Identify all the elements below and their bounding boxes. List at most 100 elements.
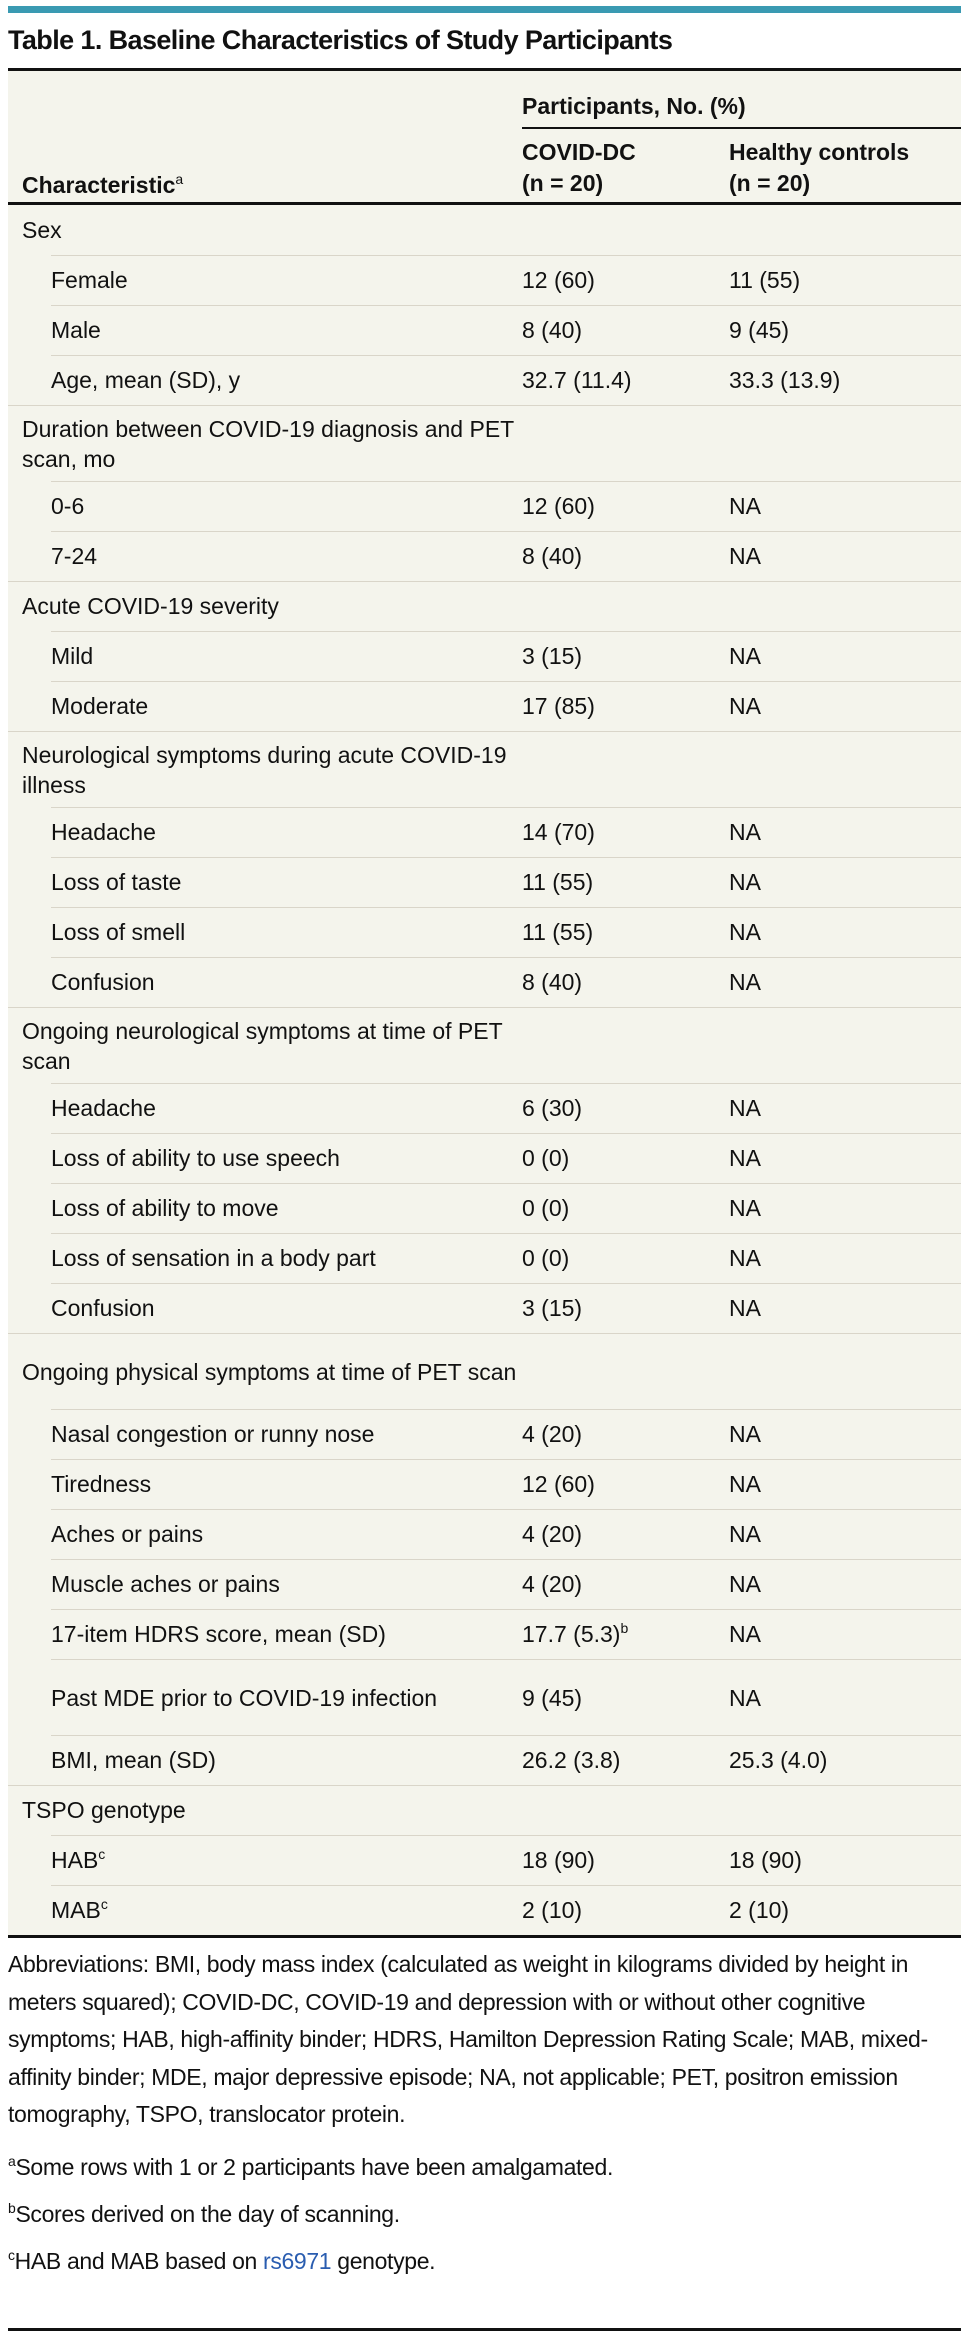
row-label-text: Confusion [51, 969, 155, 995]
row-label-text: Past MDE prior to COVID-19 infection [51, 1684, 438, 1711]
group-row: Ongoing neurological symptoms at time of… [8, 1007, 961, 1083]
row-label: Moderate [51, 693, 522, 720]
healthy-value: NA [729, 543, 761, 569]
row-label-text: MAB [51, 1897, 101, 1923]
footnote-text: Some rows with 1 or 2 participants have … [15, 2153, 613, 2180]
covid-value: 26.2 (3.8) [522, 1747, 729, 1774]
row-label: Aches or pains [51, 1521, 522, 1548]
covid-value-text: 0 (0) [522, 1195, 570, 1221]
footnote-ref: c [98, 1846, 106, 1862]
row-label-text: Male [51, 317, 101, 343]
baseline-table: Participants, No. (%) COVID-DC (n = 20) … [8, 68, 961, 1938]
healthy-value: NA [729, 969, 761, 995]
group-label: TSPO genotype [22, 1797, 186, 1823]
covid-value-text: 12 (60) [522, 1471, 595, 1497]
col-header-covid-name: COVID-DC [522, 139, 636, 165]
col-header-healthy-n: (n = 20) [729, 170, 811, 196]
row-label: HABc [51, 1847, 522, 1874]
covid-value-text: 4 (20) [522, 1521, 583, 1547]
row-label: Muscle aches or pains [51, 1571, 522, 1598]
row-label-text: Moderate [51, 693, 149, 719]
row-label: BMI, mean (SD) [51, 1747, 522, 1774]
covid-value-text: 12 (60) [522, 493, 595, 519]
group-row: Duration between COVID-19 diagnosis and … [8, 405, 961, 481]
covid-value: 12 (60) [522, 1471, 729, 1498]
covid-value: 8 (40) [522, 969, 729, 996]
table-row: Loss of ability to use speech 0 (0) NA [51, 1133, 961, 1183]
table-row: Age, mean (SD), y 32.7 (11.4) 33.3 (13.9) [51, 355, 961, 405]
row-label-text: HAB [51, 1847, 99, 1873]
covid-value: 0 (0) [522, 1245, 729, 1272]
healthy-value: 11 (55) [729, 267, 801, 293]
table-row: Mild 3 (15) NA [51, 631, 961, 681]
row-label-text: Age, mean (SD), y [51, 367, 241, 393]
healthy-value: NA [729, 643, 761, 669]
col-header-healthy: Healthy controls (n = 20) [729, 137, 909, 199]
row-label-text: Loss of ability to move [51, 1195, 279, 1221]
accent-bar [8, 6, 961, 13]
row-label-text: Loss of sensation in a body part [51, 1245, 376, 1271]
healthy-value: NA [729, 1421, 761, 1447]
covid-value-text: 3 (15) [522, 1295, 583, 1321]
table-row: Female 12 (60) 11 (55) [51, 255, 961, 305]
table-row: HABc 18 (90) 18 (90) [51, 1835, 961, 1885]
covid-value: 4 (20) [522, 1571, 729, 1598]
healthy-value: NA [729, 919, 761, 945]
covid-value-text: 8 (40) [522, 969, 583, 995]
covid-value-text: 32.7 (11.4) [522, 367, 632, 393]
table-row: Moderate 17 (85) NA [51, 681, 961, 731]
covid-value-text: 9 (45) [522, 1684, 583, 1711]
table-row: Nasal congestion or runny nose 4 (20) NA [51, 1409, 961, 1459]
group-row: TSPO genotype [8, 1785, 961, 1835]
characteristic-label: Characteristic [22, 172, 176, 198]
covid-value: 11 (55) [522, 919, 729, 946]
footnote-mark: a [8, 2152, 16, 2169]
table-row: Headache 14 (70) NA [51, 807, 961, 857]
healthy-value: NA [729, 1684, 761, 1711]
row-label: Past MDE prior to COVID-19 infection [51, 1683, 522, 1713]
table-title: Table 1. Baseline Characteristics of Stu… [8, 25, 673, 55]
footnote-ref: c [100, 1896, 108, 1912]
table-row: Male 8 (40) 9 (45) [51, 305, 961, 355]
covid-value-text: 4 (20) [522, 1571, 583, 1597]
group-label: Acute COVID-19 severity [22, 593, 279, 619]
footnote-text: genotype. [331, 2247, 436, 2274]
footnote-a: aSome rows with 1 or 2 participants have… [8, 2144, 958, 2191]
row-label-text: 17-item HDRS score, mean (SD) [51, 1621, 386, 1647]
table-row: BMI, mean (SD) 26.2 (3.8) 25.3 (4.0) [51, 1735, 961, 1785]
footnote-mark: c [8, 2246, 15, 2263]
covid-value-text: 11 (55) [522, 869, 594, 895]
rs6971-link[interactable]: rs6971 [263, 2247, 332, 2274]
table-header: Participants, No. (%) COVID-DC (n = 20) … [8, 71, 961, 205]
col-header-characteristic: Characteristica [22, 170, 183, 201]
covid-value: 6 (30) [522, 1095, 729, 1122]
covid-value: 17.7 (5.3)b [522, 1621, 729, 1648]
col-header-healthy-name: Healthy controls [729, 139, 910, 165]
row-label: Tiredness [51, 1471, 522, 1498]
row-label-text: Loss of taste [51, 869, 182, 895]
col-header-covid: COVID-DC (n = 20) [522, 137, 636, 199]
covid-value-text: 26.2 (3.8) [522, 1747, 621, 1773]
healthy-value: NA [729, 1471, 761, 1497]
row-label-text: Loss of smell [51, 919, 186, 945]
spanner-header: Participants, No. (%) [522, 93, 746, 119]
table-row: 7-24 8 (40) NA [51, 531, 961, 581]
row-label-text: Nasal congestion or runny nose [51, 1421, 375, 1447]
covid-value-text: 17 (85) [522, 693, 595, 719]
covid-value: 8 (40) [522, 317, 729, 344]
covid-value: 32.7 (11.4) [522, 367, 729, 394]
row-label: Loss of ability to move [51, 1195, 522, 1222]
healthy-value: NA [729, 1521, 761, 1547]
group-row: Neurological symptoms during acute COVID… [8, 731, 961, 807]
covid-value: 14 (70) [522, 819, 729, 846]
row-label: 17-item HDRS score, mean (SD) [51, 1621, 522, 1648]
table-row: Confusion 3 (15) NA [51, 1283, 961, 1333]
healthy-value: NA [729, 493, 761, 519]
row-label-text: Muscle aches or pains [51, 1571, 280, 1597]
row-label: Loss of ability to use speech [51, 1145, 522, 1172]
table-row: 17-item HDRS score, mean (SD) 17.7 (5.3)b… [51, 1609, 961, 1659]
table-row: Loss of taste 11 (55) NA [51, 857, 961, 907]
row-label-text: Tiredness [51, 1471, 152, 1497]
covid-value-text: 8 (40) [522, 317, 583, 343]
table-row: MABc 2 (10) 2 (10) [51, 1885, 961, 1935]
